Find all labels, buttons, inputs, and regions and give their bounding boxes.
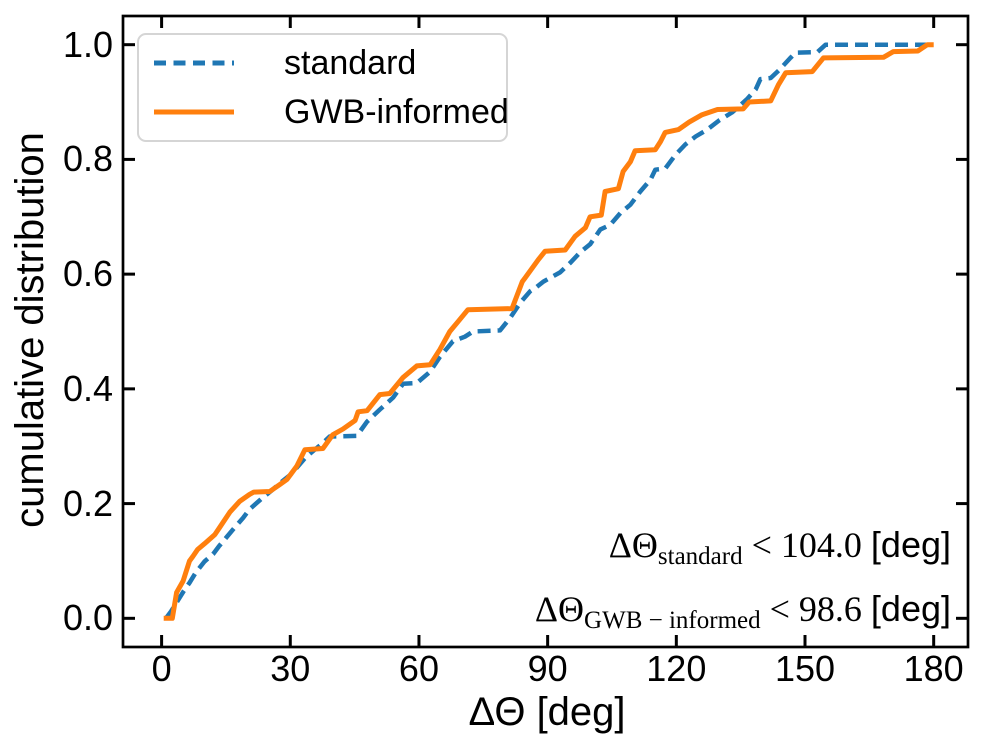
legend-item-gwb-informed: GWB-informed [139, 92, 509, 131]
x-tick-label-90: 90 [527, 648, 568, 689]
legend-label-standard: standard [284, 44, 417, 83]
y-tick-label-0.6: 0.6 [62, 253, 113, 295]
legend-label-gwb-informed: GWB-informed [284, 92, 509, 131]
x-axis-label: ΔΘ [deg] [468, 690, 626, 734]
y-tick-label-0.0: 0.0 [62, 597, 113, 639]
axes-spines [121, 14, 970, 649]
y-tick-label-0.4: 0.4 [62, 367, 113, 409]
legend-item-standard: standard [139, 45, 506, 81]
legend: standard GWB-informed [137, 33, 509, 142]
y-tick-label-1.0: 1.0 [62, 23, 113, 65]
x-tick-label-0: 0 [151, 648, 172, 689]
legend-line-sample-solid [154, 109, 234, 115]
series-line-standard [164, 42, 934, 620]
x-tick-label-150: 150 [774, 648, 836, 689]
x-tick-label-180: 180 [903, 648, 964, 689]
series-line-GWB-informed [163, 42, 934, 621]
y-tick-label-0.8: 0.8 [62, 138, 113, 180]
x-tick-label-30: 30 [270, 648, 311, 689]
x-tick-label-120: 120 [646, 648, 707, 689]
annotation-gwb-informed-threshold: ΔΘGWB − informed < 98.6 [deg] [534, 588, 951, 634]
y-axis-label: cumulative distribution [8, 132, 52, 528]
legend-line-sample-dashed [154, 60, 234, 66]
y-tick-label-0.2: 0.2 [62, 482, 113, 524]
x-tick-label-60: 60 [398, 648, 439, 689]
annotation-standard-threshold: ΔΘstandard < 104.0 [deg] [608, 524, 951, 570]
